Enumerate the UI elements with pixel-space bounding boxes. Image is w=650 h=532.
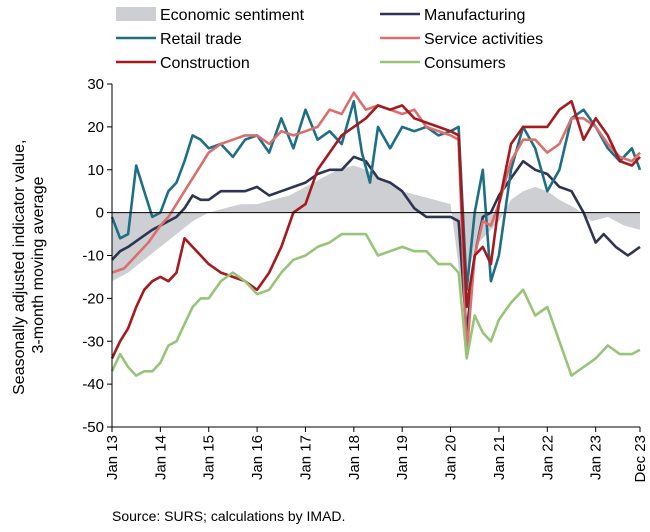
y-tick-label: 30 [87,76,104,93]
y-tick-label: 20 [87,119,104,136]
y-axis-title-line2: 3-month moving average [30,176,47,353]
legend: Economic sentiment Manufacturing Retail tr… [116,7,543,72]
legend-label: Consumers [424,55,506,72]
legend-item-consumers: Consumers [380,55,506,72]
y-tick-label: -50 [82,419,104,436]
legend-item-service-activities: Service activities [380,31,543,48]
series-line-consumers [110,232,641,377]
source-note: Source: SURS; calculations by IMAD. [112,508,346,524]
y-tick-label: -10 [82,248,104,265]
legend-swatch [116,7,156,21]
x-tick-label: Jan 19 [394,435,411,480]
area-layer [112,165,640,299]
y-tick-label: 0 [96,205,104,222]
x-tick-label: Jan 13 [104,435,121,480]
legend-label: Construction [160,55,250,72]
x-tick-label: Jan 16 [249,435,266,480]
legend-label: Service activities [424,31,543,48]
x-tick-label: Jan 15 [201,435,218,480]
x-tick-label: Jan 21 [491,435,508,480]
x-tick-label: Jan 20 [443,435,460,480]
x-tick-label: Jan 23 [588,435,605,480]
y-axis-title-line1: Seasonally adjusted indicator value, [11,140,28,395]
legend-label: Economic sentiment [160,7,305,24]
y-tick-label: 10 [87,162,104,179]
legend-item-manufacturing: Manufacturing [380,7,525,24]
legend-item-construction: Construction [116,55,250,72]
x-tick-label: Jan 22 [539,435,556,480]
series-line-retail-trade [110,99,642,292]
series-line-construction [110,99,641,359]
series-area-economic-sentiment [112,165,640,299]
y-tick-label: -20 [82,290,104,307]
y-tick-label: -40 [82,376,104,393]
x-tick-label: Jan 18 [346,435,363,480]
x-tick-label: Jan 17 [297,435,314,480]
legend-item-retail-trade: Retail trade [116,31,242,48]
legend-label: Retail trade [160,31,242,48]
x-tick-label: Dec 23 [632,435,649,483]
legend-label: Manufacturing [424,7,525,24]
y-axis-title: Seasonally adjusted indicator value, 3-m… [11,135,47,395]
y-tick-label: -30 [82,333,104,350]
lines-layer [110,91,642,377]
x-tick-label: Jan 14 [152,435,169,480]
legend-item-economic-sentiment: Economic sentiment [116,7,305,24]
